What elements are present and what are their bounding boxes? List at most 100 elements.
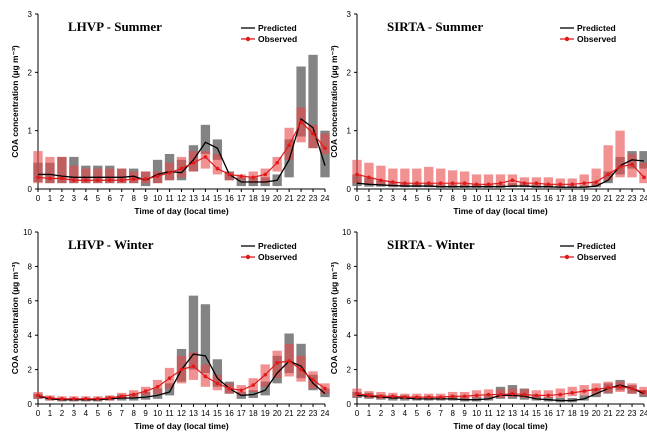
observed-point	[534, 393, 539, 398]
observed-point	[179, 166, 184, 171]
observed-point	[355, 391, 359, 396]
x-tick-label: 10	[472, 194, 481, 203]
observed-point	[72, 178, 76, 183]
y-axis-label: COA concentration (µg m⁻³)	[10, 262, 20, 375]
x-tick-label: 13	[189, 409, 198, 418]
x-tick-label: 18	[249, 409, 258, 418]
observed-point	[179, 367, 184, 372]
x-tick-label: 6	[427, 409, 432, 418]
x-tick-label: 9	[143, 409, 148, 418]
x-tick-label: 7	[438, 194, 443, 203]
x-tick-label: 24	[321, 194, 330, 203]
x-tick-label: 13	[508, 409, 517, 418]
observed-range-box	[495, 174, 506, 187]
observed-range-box	[105, 168, 115, 184]
observed-point	[287, 143, 291, 148]
observed-point	[251, 175, 256, 180]
y-axis-label: COA concentration (µg m⁻³)	[329, 262, 339, 375]
x-tick-label: 4	[84, 194, 89, 203]
x-tick-label: 12	[496, 409, 505, 418]
observed-point	[36, 175, 40, 180]
predicted-range-box	[260, 381, 270, 396]
observed-point	[594, 387, 598, 392]
x-tick-label: 16	[225, 409, 234, 418]
observed-range-box	[45, 156, 55, 184]
observed-point	[36, 393, 40, 398]
observed-point	[618, 165, 622, 169]
predicted-range-box	[188, 295, 199, 370]
observed-point	[143, 389, 148, 393]
observed-range-box	[117, 168, 127, 184]
observed-point	[119, 178, 124, 183]
y-tick-label: 2	[347, 68, 352, 77]
x-tick-label: 13	[189, 194, 198, 203]
observed-point	[239, 388, 244, 393]
chart-title: SIRTA - Winter	[387, 237, 475, 252]
x-tick-label: 9	[462, 194, 467, 203]
observed-range-box	[364, 162, 374, 185]
observed-point	[498, 392, 503, 397]
x-tick-label: 0	[355, 409, 360, 418]
x-tick-label: 12	[496, 194, 505, 203]
y-tick-label: 4	[28, 331, 33, 340]
y-tick-label: 10	[342, 228, 351, 237]
observed-range-box	[448, 170, 458, 187]
observed-range-box	[591, 168, 601, 187]
observed-point	[131, 177, 136, 181]
x-tick-label: 5	[96, 409, 101, 418]
x-tick-label: 3	[391, 194, 396, 203]
x-axis-label: Time of day (local time)	[453, 206, 547, 216]
x-tick-label: 11	[165, 409, 174, 418]
x-axis-label: Time of day (local time)	[134, 206, 228, 216]
legend-observed-label: Observed	[258, 252, 297, 262]
observed-point	[558, 392, 563, 397]
x-tick-label: 18	[568, 409, 577, 418]
observed-point	[510, 178, 515, 183]
x-tick-label: 22	[297, 194, 306, 203]
legend-observed-label: Observed	[577, 252, 616, 262]
observed-point	[107, 178, 112, 183]
observed-point	[299, 367, 303, 372]
observed-range-box	[424, 166, 434, 187]
x-tick-label: 10	[153, 409, 162, 418]
observed-point	[379, 178, 383, 183]
observed-range-box	[81, 168, 91, 184]
observed-range-box	[543, 177, 553, 187]
observed-point	[367, 175, 371, 180]
observed-point	[287, 359, 291, 363]
observed-point	[546, 393, 551, 398]
observed-point	[263, 372, 268, 377]
observed-point	[227, 386, 232, 391]
predicted-range-box	[164, 383, 175, 396]
predicted-range-box	[579, 395, 589, 401]
observed-point	[450, 181, 455, 185]
observed-point	[606, 172, 610, 177]
x-tick-label: 24	[321, 409, 330, 418]
observed-range-box	[308, 124, 318, 149]
y-axis-label: COA concentration (µg m⁻³)	[329, 45, 339, 158]
x-tick-label: 15	[532, 409, 541, 418]
observed-point	[263, 172, 268, 177]
chart-title: LHVP - Summer	[68, 19, 162, 34]
observed-point	[203, 155, 208, 159]
observed-point	[498, 181, 503, 185]
chart-title: SIRTA - Summer	[387, 19, 483, 34]
x-tick-label: 11	[165, 194, 174, 203]
x-tick-label: 8	[131, 409, 136, 418]
predicted-line	[356, 159, 645, 188]
observed-point	[251, 383, 256, 387]
observed-point	[522, 392, 527, 397]
observed-point	[215, 381, 220, 386]
predicted-line	[38, 117, 326, 183]
legend-observed-marker	[245, 254, 251, 260]
observed-range-box	[639, 162, 647, 184]
x-tick-label: 4	[403, 409, 408, 418]
observed-point	[379, 394, 383, 399]
observed-range-box	[33, 151, 43, 184]
x-axis-label: Time of day (local time)	[134, 421, 228, 431]
x-tick-label: 2	[379, 409, 384, 418]
x-tick-label: 12	[177, 194, 186, 203]
observed-range-box	[579, 174, 589, 187]
observed-point	[48, 176, 52, 181]
